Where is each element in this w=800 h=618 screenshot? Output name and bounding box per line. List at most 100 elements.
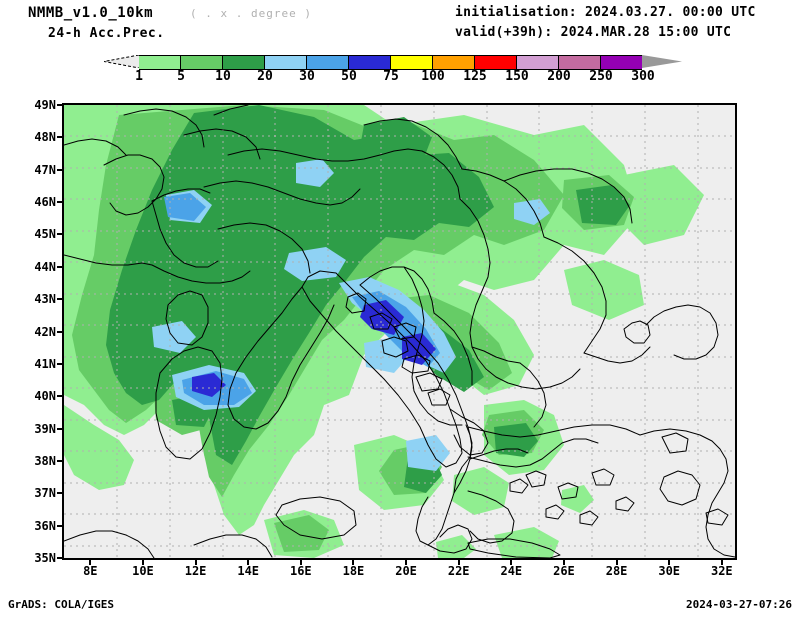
colorbar-swatch — [139, 55, 180, 70]
longitude-tick — [141, 560, 144, 565]
latitude-label: 38N — [34, 453, 56, 468]
latitude-label: 41N — [34, 356, 56, 371]
colorbar-tick-label: 20 — [257, 69, 273, 84]
colorbar-swatch — [222, 55, 264, 70]
longitude-tick — [352, 560, 355, 565]
graticule — [64, 105, 735, 558]
latitude-label: 46N — [34, 195, 56, 210]
latitude-tick — [57, 265, 62, 268]
longitude-label: 18E — [342, 564, 365, 578]
colorbar-swatch — [516, 55, 558, 70]
colorbar-swatch — [474, 55, 516, 70]
longitude-label: 30E — [658, 564, 681, 578]
latitude-tick — [57, 298, 62, 301]
latitude-label: 39N — [34, 421, 56, 436]
colorbar-tick-label: 50 — [341, 69, 357, 84]
colorbar-swatch — [306, 55, 348, 70]
latitude-label: 36N — [34, 518, 56, 533]
longitude-tick — [247, 560, 250, 565]
colorbar-tick-label: 100 — [421, 69, 445, 84]
valid-time: valid(+39h): 2024.MAR.28 15:00 UTC — [455, 25, 732, 40]
longitude-label: 8E — [83, 564, 98, 578]
longitude-label: 22E — [447, 564, 470, 578]
longitude-tick — [615, 560, 618, 565]
colorbar-over-arrow — [642, 55, 682, 68]
longitude-label: 10E — [132, 564, 154, 578]
latitude-label: 43N — [34, 292, 56, 307]
latitude-label: 49N — [34, 98, 56, 112]
longitude-tick — [299, 560, 302, 565]
longitude-tick — [194, 560, 197, 565]
latitude-tick — [57, 168, 62, 171]
colorbar-under-arrow — [104, 55, 139, 68]
colorbar-tick-label: 1 — [135, 69, 143, 84]
latitude-label: 48N — [34, 130, 56, 145]
longitude-label: 20E — [395, 564, 417, 578]
colorbar-tick-label: 150 — [505, 69, 529, 84]
latitude-label: 42N — [34, 324, 56, 339]
longitude-label: 16E — [289, 564, 312, 578]
initialisation-time: initialisation: 2024.03.27. 00:00 UTC — [455, 5, 756, 20]
latitude-label: 45N — [34, 227, 56, 242]
latitude-label: 37N — [34, 486, 56, 501]
latitude-tick — [57, 201, 62, 204]
colorbar: 1 5 10 20 30 50 75 100 125 150 200 250 300 — [0, 55, 800, 91]
latitude-label: 47N — [34, 162, 56, 177]
colorbar-tick-label: 200 — [547, 69, 571, 84]
latitude-tick — [57, 427, 62, 430]
longitude-label: 14E — [237, 564, 260, 578]
latitude-tick — [57, 330, 62, 333]
colorbar-swatch — [432, 55, 474, 70]
colorbar-tick-label: 250 — [589, 69, 613, 84]
colorbar-tick-label: 300 — [631, 69, 655, 84]
colorbar-tick-label: 75 — [383, 69, 399, 84]
longitude-tick — [562, 560, 565, 565]
latitude-label: 40N — [34, 389, 56, 404]
latitude-tick — [57, 395, 62, 398]
latitude-tick — [57, 362, 62, 365]
colorbar-swatch — [264, 55, 306, 70]
colorbar-swatch — [600, 55, 642, 70]
latitude-tick — [57, 492, 62, 495]
colorbar-tick-label: 5 — [177, 69, 185, 84]
colorbar-swatch — [180, 55, 222, 70]
latitude-tick — [57, 136, 62, 139]
latitude-tick — [57, 459, 62, 462]
model-title: NMMB_v1.0_10km — [28, 5, 154, 21]
latitude-tick — [57, 524, 62, 527]
colorbar-tick-label: 125 — [463, 69, 487, 84]
chart-footer: GrADS: COLA/IGES 2024-03-27-07:26 — [0, 598, 800, 618]
longitude-label: 24E — [500, 564, 523, 578]
longitude-label: 12E — [184, 564, 207, 578]
colorbar-swatch — [558, 55, 600, 70]
map-plot-area — [62, 103, 737, 560]
field-title: 24-h Acc.Prec. — [48, 26, 165, 41]
longitude-label: 28E — [605, 564, 628, 578]
run-timestamp: 2024-03-27-07:26 — [686, 598, 792, 611]
longitude-label: 26E — [553, 564, 575, 578]
latitude-tick — [57, 557, 62, 559]
longitude-tick — [720, 560, 723, 565]
colorbar-swatches — [139, 55, 642, 70]
longitude-tick — [405, 560, 408, 565]
latitude-label: 35N — [34, 551, 56, 565]
longitude-tick — [668, 560, 671, 565]
latitude-label: 44N — [34, 259, 56, 274]
latitude-tick — [57, 104, 62, 106]
chart-header: NMMB_v1.0_10km ( . x . degree ) 24-h Acc… — [0, 0, 800, 48]
grads-credit: GrADS: COLA/IGES — [8, 598, 114, 611]
longitude-tick — [89, 560, 92, 565]
longitude-tick — [457, 560, 460, 565]
colorbar-tick-labels: 1 5 10 20 30 50 75 100 125 150 200 250 300 — [0, 69, 800, 89]
colorbar-tick-label: 30 — [299, 69, 315, 84]
colorbar-swatch — [348, 55, 390, 70]
precipitation-map — [64, 105, 735, 558]
map-clip — [64, 105, 735, 558]
longitude-label: 32E — [710, 564, 733, 578]
longitude-tick — [510, 560, 513, 565]
latitude-tick — [57, 233, 62, 236]
resolution-note: ( . x . degree ) — [190, 7, 312, 20]
colorbar-swatch — [390, 55, 432, 70]
colorbar-tick-label: 10 — [215, 69, 231, 84]
coastlines-borders — [64, 105, 735, 558]
